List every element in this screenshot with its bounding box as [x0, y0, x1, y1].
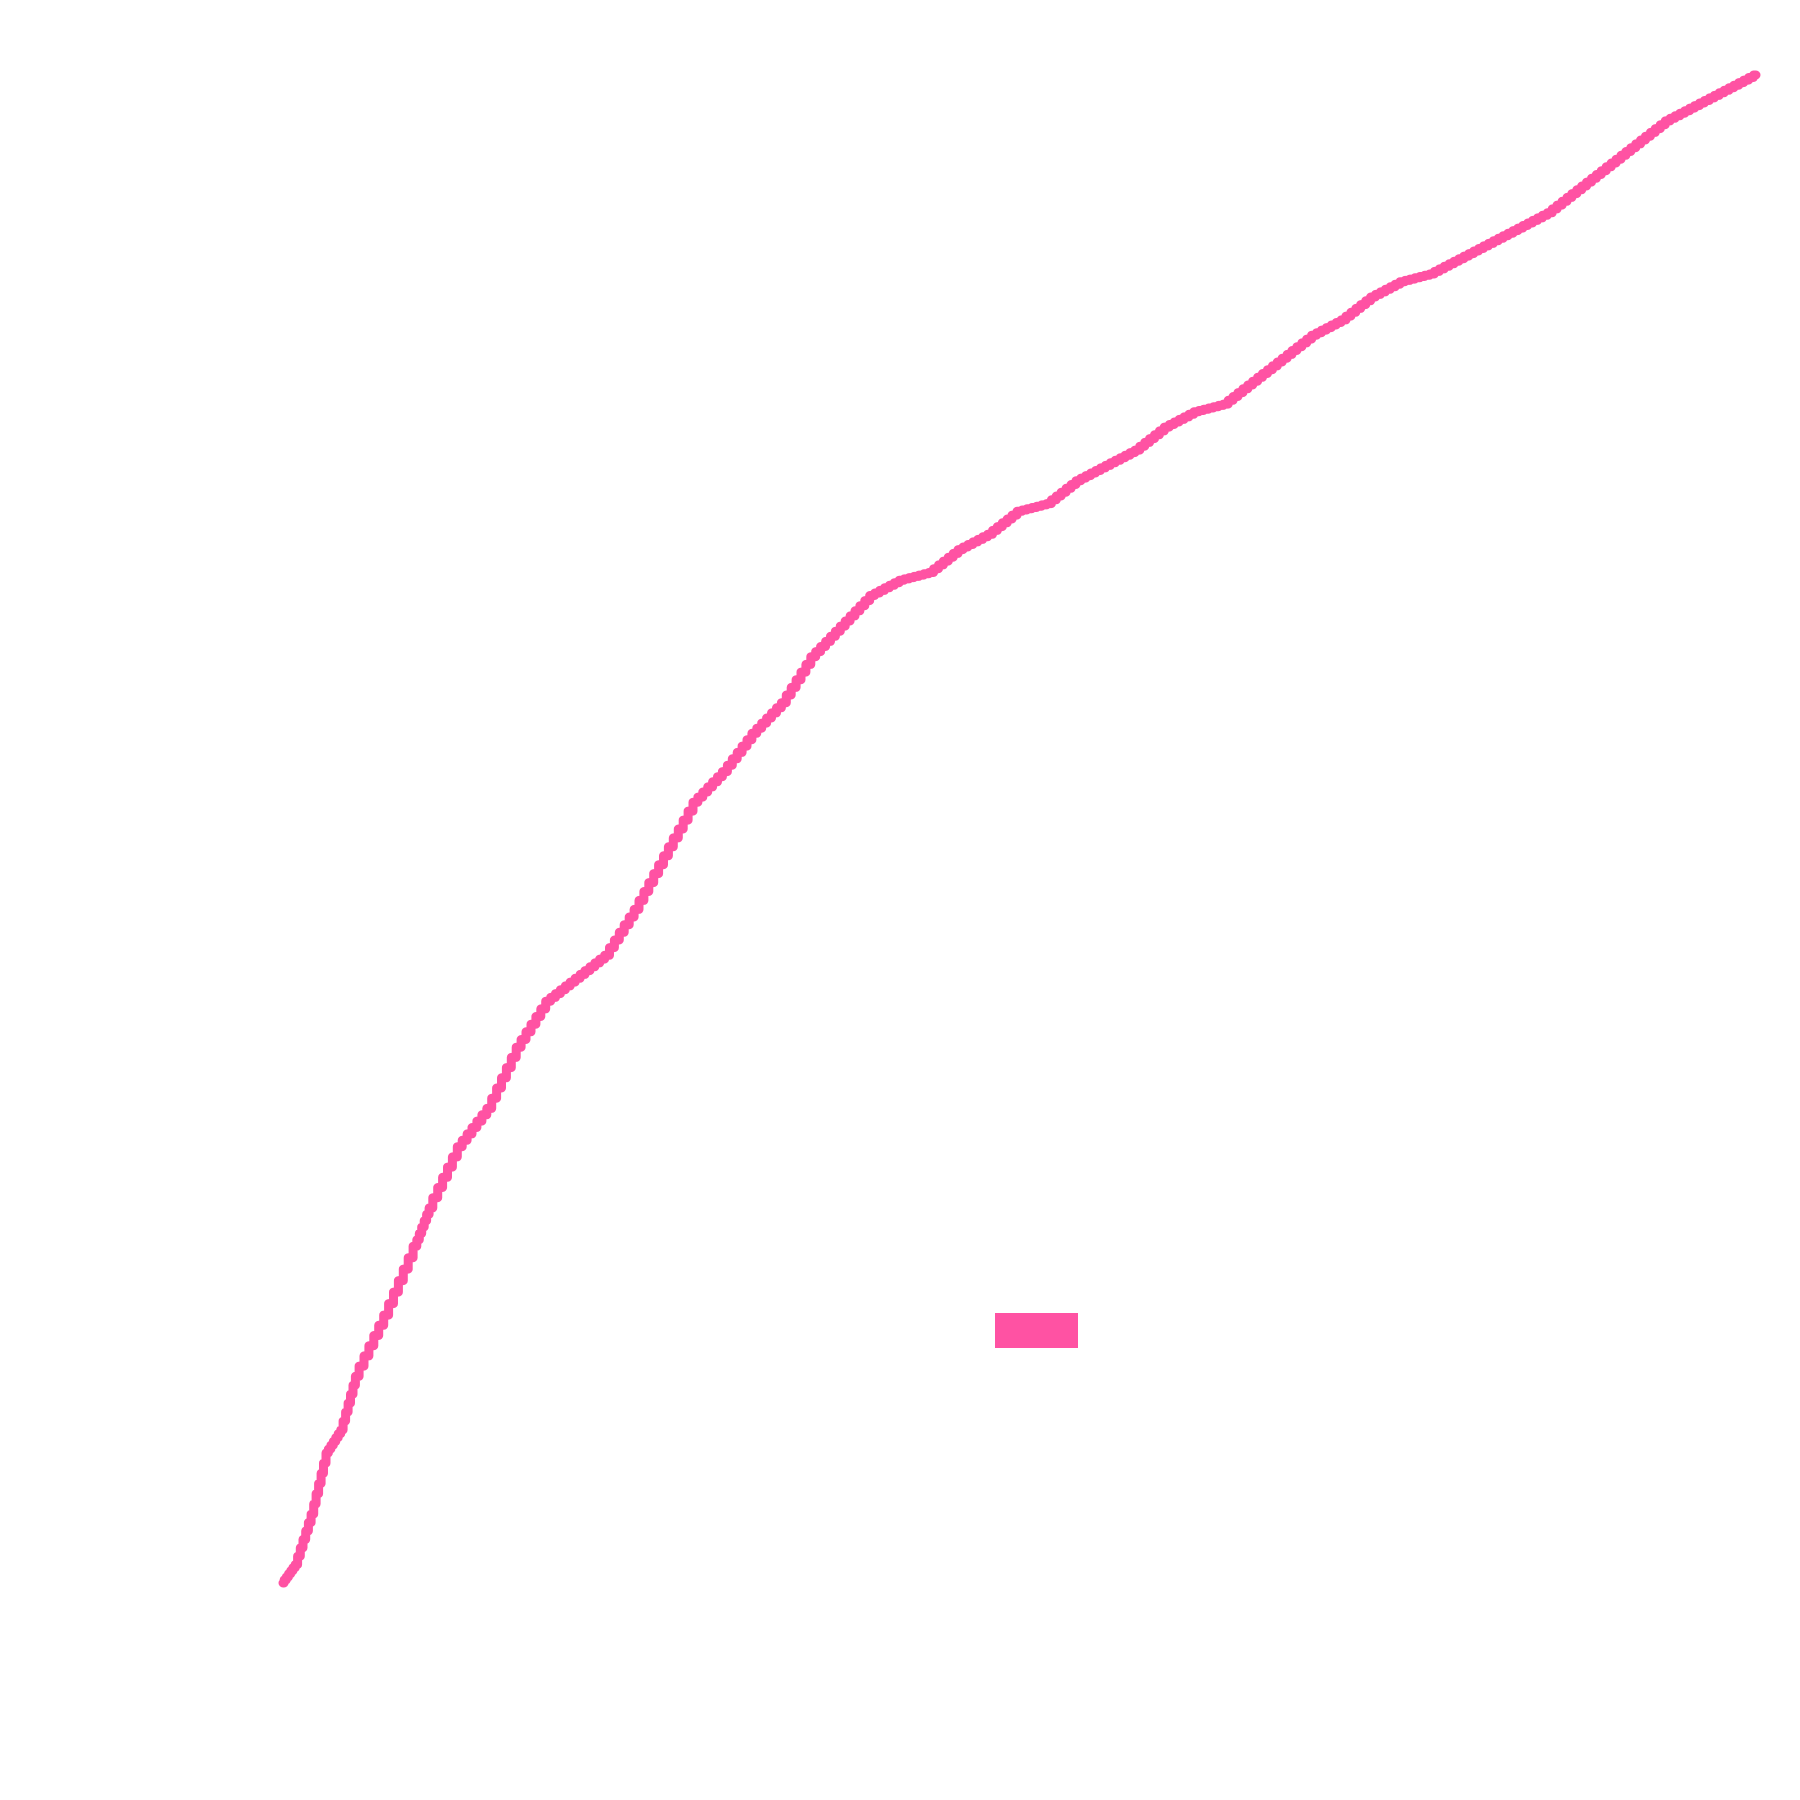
legend-swatch-1 [995, 1313, 1078, 1348]
series-layer [278, 70, 1761, 1588]
legend [995, 1313, 1078, 1348]
series-line-1 [278, 70, 1761, 1588]
